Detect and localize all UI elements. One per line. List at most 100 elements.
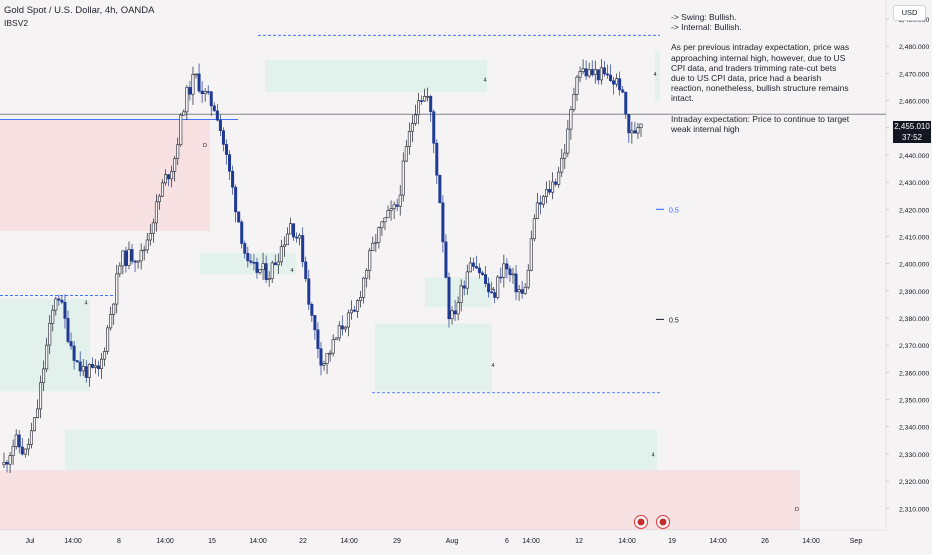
candle-body: [380, 221, 384, 229]
candle-body: [203, 91, 207, 95]
candle-body: [349, 309, 353, 314]
candle-body: [557, 171, 561, 185]
candle-body: [139, 250, 143, 262]
structure-label: 4: [84, 300, 87, 306]
x-tick-label: Sep: [850, 538, 863, 545]
candle-body: [395, 204, 399, 207]
candle-body: [520, 289, 524, 294]
candle-body: [627, 114, 631, 134]
structure-label: D: [795, 507, 799, 513]
candle-body: [17, 434, 21, 448]
y-tick-label: 2,410.000: [899, 234, 929, 241]
candle-body: [200, 90, 204, 95]
candle-body: [258, 269, 262, 273]
x-tick-label: 19: [668, 538, 676, 545]
candle-body: [151, 222, 155, 234]
candle-body: [526, 269, 530, 288]
x-tick-label: 14:00: [64, 538, 82, 545]
candle-body: [496, 276, 500, 298]
candle-body: [48, 322, 52, 346]
candle-body: [36, 408, 40, 418]
candle-body: [615, 78, 619, 85]
candle-body: [173, 158, 177, 172]
candle-body: [20, 446, 24, 455]
candle-body: [432, 111, 436, 144]
candle-body: [423, 96, 427, 102]
candle-body: [459, 285, 463, 303]
candle-body: [160, 182, 164, 197]
y-tick-label: 2,470.000: [899, 71, 929, 78]
currency-button[interactable]: USD: [893, 5, 926, 21]
candle-body: [121, 250, 125, 267]
demand-zone: [375, 323, 492, 392]
candle-body: [167, 174, 171, 180]
candle-body: [118, 265, 122, 275]
analysis-note: -> Swing: Bullish. -> Internal: Bullish.…: [671, 12, 851, 134]
demand-zone: [265, 59, 487, 93]
us-flag-icon-center: [637, 518, 645, 526]
candle-body: [106, 327, 110, 352]
candle-body: [566, 128, 570, 154]
candle-body: [340, 325, 344, 330]
candle-body: [630, 130, 634, 134]
x-tick-label: 12: [575, 538, 583, 545]
candle-body: [605, 73, 609, 76]
structure-label: 4: [491, 287, 494, 293]
candle-body: [636, 127, 640, 134]
candle-body: [100, 358, 104, 369]
candle-body: [185, 87, 189, 113]
candle-body: [231, 170, 235, 188]
y-tick-label: 2,400.000: [899, 262, 929, 269]
candle-body: [170, 171, 174, 180]
candle-body: [435, 142, 439, 176]
candle-body: [23, 448, 27, 455]
x-tick-label: 8: [117, 538, 121, 545]
candle-body: [417, 100, 421, 116]
candle-body: [334, 337, 338, 341]
candle-body: [212, 105, 216, 112]
x-tick-label: 29: [393, 538, 401, 545]
candle-body: [240, 221, 244, 244]
candle-body: [130, 249, 134, 262]
candle-body: [319, 348, 323, 366]
candle-body: [450, 310, 454, 320]
candle-body: [215, 110, 219, 121]
note-swing: -> Swing: Bullish.: [671, 12, 737, 22]
candle-body: [493, 292, 497, 298]
candle-body: [328, 352, 332, 355]
candle-body: [563, 152, 567, 159]
candle-body: [2, 462, 6, 466]
candle-body: [93, 365, 97, 368]
demand-zone: [655, 51, 660, 101]
candle-body: [383, 217, 387, 223]
candle-body: [578, 71, 582, 78]
bar-countdown: 37:52: [901, 132, 923, 142]
candle-body: [322, 363, 326, 366]
last-price-tag: 2,455.010 37:52: [893, 121, 931, 143]
y-tick-label: 2,380.000: [899, 316, 929, 323]
candle-body: [292, 223, 296, 238]
candle-body: [179, 114, 183, 146]
candle-body: [438, 174, 442, 204]
candle-body: [136, 260, 140, 263]
x-tick-label: 26: [761, 538, 769, 545]
candle-body: [209, 91, 213, 107]
candle-body: [261, 263, 265, 270]
candle-body: [133, 260, 137, 263]
candle-body: [63, 301, 67, 319]
candle-body: [569, 109, 573, 130]
candle-body: [66, 318, 70, 342]
candle-body: [26, 444, 30, 450]
candle-body: [548, 189, 552, 193]
candle-body: [148, 232, 152, 241]
supply-zone: [0, 119, 210, 232]
y-tick-label: 2,360.000: [899, 370, 929, 377]
candle-body: [197, 73, 201, 92]
candle-body: [218, 119, 222, 131]
candle-body: [310, 304, 314, 316]
candle-body: [587, 69, 591, 77]
candle-body: [609, 74, 613, 82]
candle-body: [538, 202, 542, 205]
